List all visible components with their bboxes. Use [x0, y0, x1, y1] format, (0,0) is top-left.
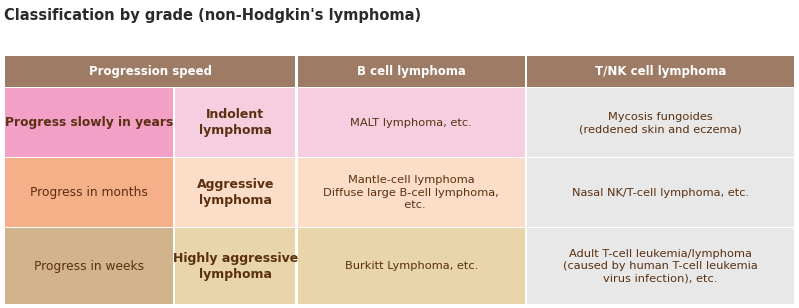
- FancyBboxPatch shape: [298, 56, 525, 87]
- Text: Mycosis fungoides
(reddened skin and eczema): Mycosis fungoides (reddened skin and ecz…: [579, 111, 742, 134]
- FancyBboxPatch shape: [527, 228, 793, 304]
- Text: Aggressive
lymphoma: Aggressive lymphoma: [197, 178, 274, 207]
- Text: Progress slowly in years: Progress slowly in years: [5, 116, 173, 129]
- Text: MALT lymphoma, etc.: MALT lymphoma, etc.: [351, 118, 472, 128]
- FancyBboxPatch shape: [6, 228, 173, 304]
- FancyBboxPatch shape: [527, 88, 793, 157]
- Text: Burkitt Lymphoma, etc.: Burkitt Lymphoma, etc.: [344, 261, 478, 271]
- FancyBboxPatch shape: [527, 56, 793, 87]
- Text: Highly aggressive
lymphoma: Highly aggressive lymphoma: [173, 252, 298, 281]
- Text: Adult T-cell leukemia/lymphoma
(caused by human T-cell leukemia
virus infection): Adult T-cell leukemia/lymphoma (caused b…: [563, 249, 758, 284]
- Text: Progression speed: Progression speed: [89, 65, 212, 78]
- FancyBboxPatch shape: [175, 88, 296, 157]
- Text: Indolent
lymphoma: Indolent lymphoma: [199, 108, 272, 137]
- Text: T/NK cell lymphoma: T/NK cell lymphoma: [594, 65, 726, 78]
- FancyBboxPatch shape: [298, 158, 525, 227]
- FancyBboxPatch shape: [527, 158, 793, 227]
- FancyBboxPatch shape: [298, 228, 525, 304]
- Text: Progress in months: Progress in months: [30, 186, 148, 199]
- Text: Classification by grade (non-Hodgkin's lymphoma): Classification by grade (non-Hodgkin's l…: [4, 8, 421, 23]
- FancyBboxPatch shape: [6, 88, 173, 157]
- Text: B cell lymphoma: B cell lymphoma: [357, 65, 466, 78]
- FancyBboxPatch shape: [298, 88, 525, 157]
- Text: Nasal NK/T-cell lymphoma, etc.: Nasal NK/T-cell lymphoma, etc.: [572, 188, 749, 198]
- FancyBboxPatch shape: [175, 158, 296, 227]
- FancyBboxPatch shape: [6, 56, 296, 87]
- FancyBboxPatch shape: [6, 158, 173, 227]
- Text: Mantle-cell lymphoma
Diffuse large B-cell lymphoma,
  etc.: Mantle-cell lymphoma Diffuse large B-cel…: [324, 175, 499, 210]
- FancyBboxPatch shape: [175, 228, 296, 304]
- Text: Progress in weeks: Progress in weeks: [34, 260, 144, 273]
